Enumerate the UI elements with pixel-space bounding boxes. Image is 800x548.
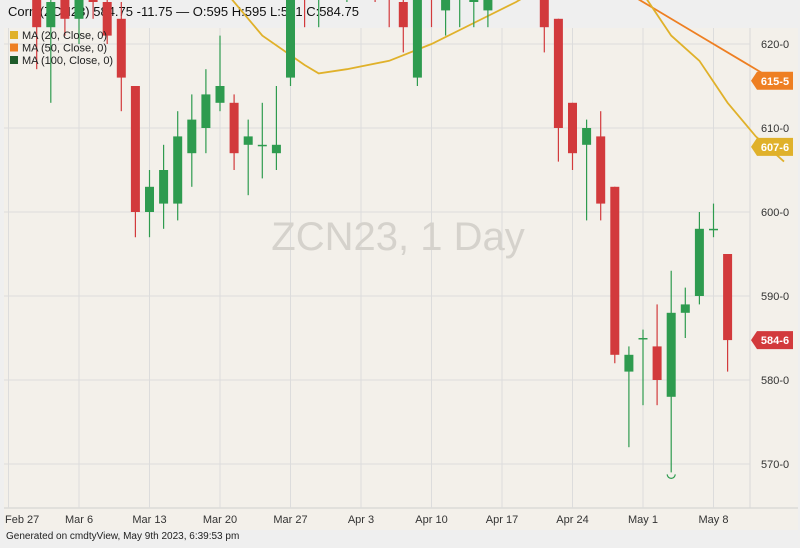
x-tick-label: Feb 27 bbox=[5, 514, 39, 526]
candle-body bbox=[568, 102, 577, 154]
candle-body bbox=[271, 144, 281, 154]
x-tick-label: Mar 6 bbox=[65, 514, 93, 526]
x-tick-label: Mar 27 bbox=[273, 514, 307, 526]
plot-area bbox=[4, 28, 750, 508]
candle-body bbox=[582, 128, 592, 145]
x-tick-label: May 8 bbox=[699, 514, 729, 526]
x-tick-label: Mar 20 bbox=[203, 514, 237, 526]
legend-label: MA (50, Close, 0) bbox=[22, 43, 107, 55]
x-tick-label: May 1 bbox=[628, 514, 658, 526]
candle-body bbox=[102, 2, 112, 36]
candle-body bbox=[286, 0, 295, 78]
candle-body bbox=[130, 86, 140, 212]
candle-body bbox=[624, 354, 634, 372]
candle-body bbox=[215, 86, 225, 103]
candle-body bbox=[723, 254, 733, 341]
candle-body bbox=[666, 312, 676, 397]
time-axis-area bbox=[4, 508, 798, 530]
candle-body bbox=[441, 0, 451, 11]
candle-body bbox=[553, 18, 563, 128]
candle-body bbox=[229, 102, 239, 154]
candle-body bbox=[709, 228, 718, 231]
candle-body bbox=[652, 346, 662, 380]
price-tag-label: 615-5 bbox=[761, 76, 789, 88]
candle-body bbox=[610, 186, 620, 355]
candle-body bbox=[469, 0, 479, 2]
candle-body bbox=[680, 304, 690, 313]
candle-body bbox=[243, 136, 253, 145]
legend-swatch bbox=[10, 43, 18, 52]
chart-title: Corn (ZCN23) 584.75 -11.75 — O:595 H:595… bbox=[8, 4, 359, 19]
y-tick-label: 570-0 bbox=[761, 459, 789, 471]
candle-body bbox=[412, 0, 422, 78]
x-tick-label: Apr 24 bbox=[556, 514, 588, 526]
y-tick-label: 580-0 bbox=[761, 375, 789, 387]
legend-label: MA (20, Close, 0) bbox=[22, 30, 107, 42]
candle-body bbox=[145, 186, 154, 212]
candle-body bbox=[116, 18, 126, 78]
ma50-line bbox=[637, 0, 785, 87]
low-marker bbox=[666, 474, 676, 479]
candle-body bbox=[483, 0, 493, 11]
candle-body bbox=[60, 0, 70, 19]
price-axis-area bbox=[750, 28, 798, 508]
x-tick-label: Mar 13 bbox=[132, 514, 166, 526]
legend-swatch bbox=[10, 56, 18, 64]
candle-body bbox=[596, 136, 606, 204]
footer-generated: Generated on cmdtyView, May 9th 2023, 6:… bbox=[6, 531, 240, 542]
candle-body bbox=[159, 170, 169, 204]
price-tag-label: 607-6 bbox=[761, 142, 789, 154]
watermark: ZCN23, 1 Day bbox=[271, 215, 524, 259]
price-tag bbox=[751, 331, 793, 350]
price-tag-label: 584-6 bbox=[761, 335, 789, 347]
x-tick-label: Apr 10 bbox=[415, 514, 447, 526]
y-tick-label: 590-0 bbox=[761, 291, 789, 303]
x-tick-label: Apr 3 bbox=[348, 514, 374, 526]
y-tick-label: 620-0 bbox=[761, 39, 789, 51]
candle-body bbox=[74, 0, 84, 19]
candle-body bbox=[187, 119, 197, 154]
candle-body bbox=[201, 94, 211, 128]
ma20-line bbox=[231, 0, 785, 163]
y-tick-label: 610-0 bbox=[761, 123, 789, 135]
price-tag bbox=[751, 71, 793, 90]
candle-body bbox=[173, 136, 183, 204]
x-tick-label: Apr 17 bbox=[486, 514, 518, 526]
candle-body bbox=[638, 338, 648, 340]
candle-body bbox=[694, 228, 704, 296]
y-tick-label: 600-0 bbox=[761, 207, 789, 219]
candle-body bbox=[46, 2, 56, 28]
price-tag bbox=[751, 137, 793, 156]
candle-body bbox=[539, 0, 549, 28]
legend-label: MA (100, Close, 0) bbox=[22, 55, 113, 67]
candle-body bbox=[88, 0, 98, 2]
candle-body bbox=[398, 2, 408, 28]
legend-swatch bbox=[10, 31, 18, 39]
candle-body bbox=[257, 144, 267, 147]
candle-body bbox=[32, 0, 42, 28]
